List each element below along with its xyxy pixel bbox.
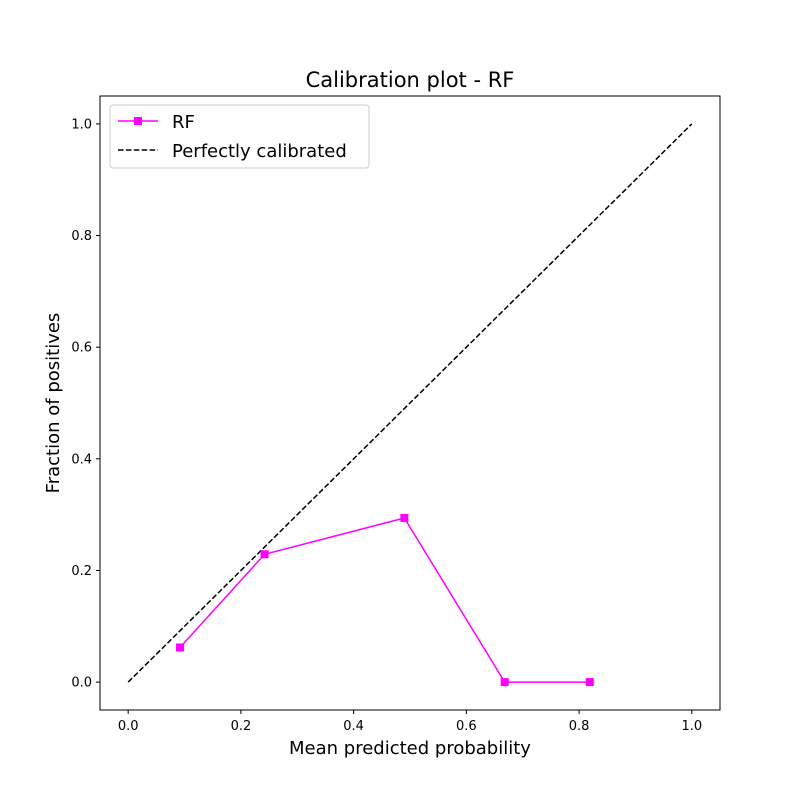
y-tick-label: 0.2 xyxy=(71,564,92,579)
legend-calibrated-label: Perfectly calibrated xyxy=(172,141,347,162)
rf-data-point xyxy=(500,678,509,687)
legend-rf-label: RF xyxy=(172,112,195,133)
x-tick-label: 0.4 xyxy=(343,719,364,734)
rf-data-point xyxy=(260,550,269,559)
y-tick-label: 0.8 xyxy=(71,229,92,244)
plot-series xyxy=(127,123,693,687)
x-tick-label: 0.0 xyxy=(118,719,139,734)
y-axis-ticks: 0.0 0.2 0.4 0.6 0.8 1.0 xyxy=(71,117,100,691)
perfectly-calibrated-line xyxy=(127,123,693,683)
x-tick-label: 0.2 xyxy=(231,719,252,734)
plot-frame xyxy=(99,95,721,711)
y-tick-label: 1.0 xyxy=(71,117,92,132)
y-tick-label: 0.0 xyxy=(71,676,92,691)
y-tick-label: 0.6 xyxy=(71,341,92,356)
rf-data-point xyxy=(400,513,409,522)
legend-rf-marker xyxy=(134,117,142,125)
rf-data-point xyxy=(176,643,185,652)
x-axis-label: Mean predicted probability xyxy=(289,738,531,759)
legend-frame xyxy=(109,104,370,169)
x-tick-label: 0.6 xyxy=(456,719,477,734)
y-axis-label: Fraction of positives xyxy=(43,313,64,494)
x-axis-ticks: 0.0 0.2 0.4 0.6 0.8 1.0 xyxy=(118,710,702,734)
chart-title: Calibration plot - RF xyxy=(306,68,515,92)
legend: RF Perfectly calibrated xyxy=(109,104,370,169)
x-tick-label: 0.8 xyxy=(569,719,590,734)
rf-data-point xyxy=(585,678,594,687)
x-tick-label: 1.0 xyxy=(681,719,702,734)
y-tick-label: 0.4 xyxy=(71,452,92,467)
